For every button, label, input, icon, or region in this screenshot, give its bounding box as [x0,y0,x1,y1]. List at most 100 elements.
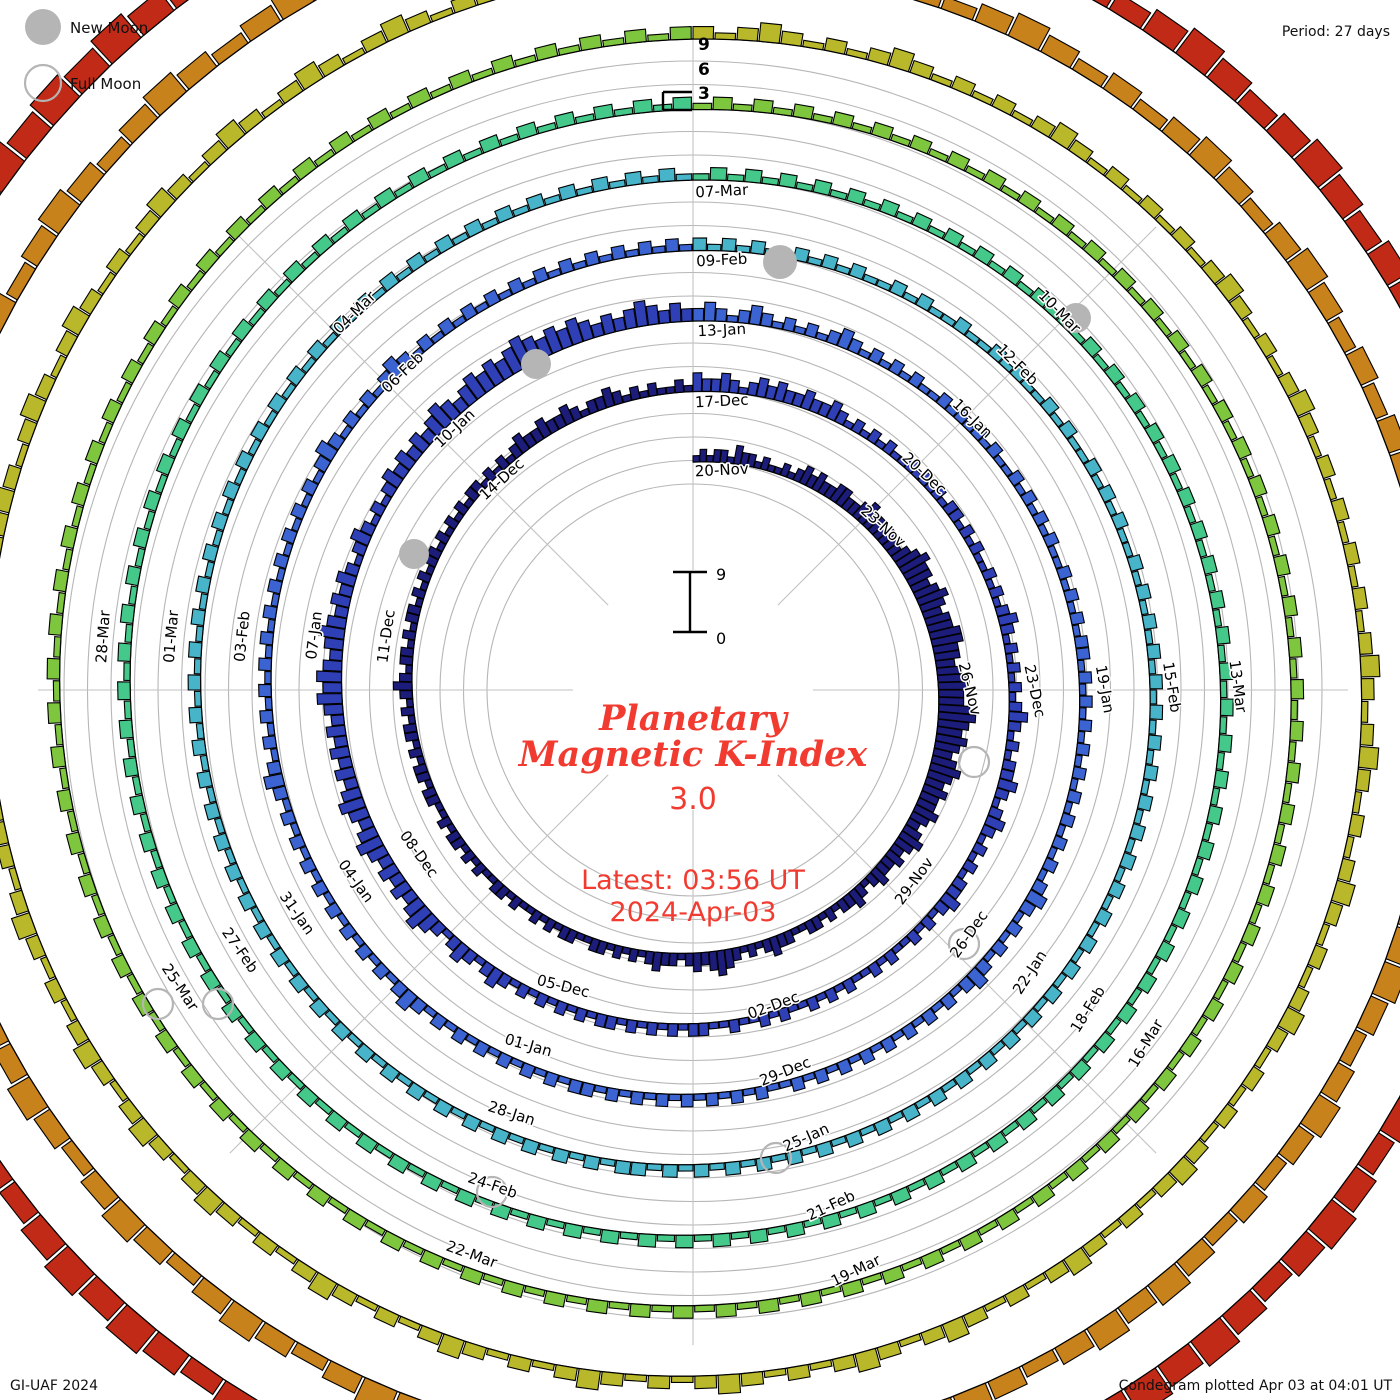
spiral-bar [1147,659,1157,675]
spiral-bar [429,1012,448,1031]
spiral-bar [162,884,177,905]
spiral-bar [880,1035,898,1054]
spiral-bar [1078,718,1093,733]
spiral-bar [0,843,16,870]
spiral-bar [500,1279,525,1299]
spiral-bar [680,1093,694,1108]
spiral-bar [96,136,132,174]
spiral-bar [180,1063,205,1089]
spiral-bar [1202,997,1225,1023]
spiral-bar [593,395,607,412]
spiral-bar [808,398,824,415]
spiral-bar [1126,286,1146,306]
spiral-bar [840,1278,865,1298]
spiral-bar [34,373,57,401]
spiral-bar [116,381,133,404]
spiral-bar [228,1112,249,1133]
spiral-bar [434,529,451,545]
spiral-bar [647,33,670,42]
spiral-bar [456,384,478,407]
spiral-bar [1104,500,1118,517]
spiral-bar [666,1023,679,1037]
spiral-bar [643,1092,657,1101]
spiral-bar [723,948,735,970]
spiral-bar [728,1018,741,1034]
spiral-bar [940,0,978,21]
spiral-bar [1397,914,1400,925]
date-tick-label: 28-Jan [486,1097,538,1129]
spiral-bar [443,514,460,531]
spiral-bar [790,1075,806,1093]
spiral-bar [806,255,823,267]
spiral-bar [920,1248,945,1270]
spiral-bar [829,902,841,913]
spiral-bar [833,982,846,994]
spiral-bar [905,928,923,946]
spiral-bar [1063,1246,1093,1277]
spiral-bar [529,427,545,444]
spiral-bar [134,547,146,568]
spiral-bar [1289,720,1304,742]
spiral-bar [881,1265,905,1285]
spiral-bar [25,934,47,961]
spiral-bar [951,875,968,892]
spiral-bar [815,991,828,1003]
spiral-bar [321,1360,364,1394]
spiral-bar [132,526,151,549]
spiral-bar [353,553,364,567]
spiral-bar [10,911,38,941]
spiral-bar [1281,595,1299,618]
spiral-bar [646,1163,663,1172]
spiral-bar [1070,946,1085,964]
spiral-bar [705,454,714,463]
spiral-bar [269,1058,292,1082]
spiral-bar [518,1061,536,1080]
spiral-bar [105,247,131,275]
spiral-bar [0,141,26,194]
spiral-bar [598,253,613,264]
spiral-bar [1212,979,1229,1001]
spiral-bar [913,921,926,935]
date-tick-label: 23-Dec [1021,663,1050,719]
spiral-bar [117,642,132,663]
spiral-bar [308,997,330,1019]
spiral-bar [1049,121,1079,150]
spiral-bar [792,103,815,120]
spiral-bar [1078,671,1093,684]
spiral-bar [63,47,111,95]
spiral-bar [1034,206,1055,224]
spiral-bar [1178,890,1192,911]
spiral-bar [761,176,780,186]
spiral-bar [221,498,235,516]
spiral-bar [1199,1121,1220,1143]
spiral-bar [881,439,899,456]
spiral-bar [288,972,309,994]
spiral-bar [736,26,760,42]
spiral-bar [1075,647,1091,661]
spiral-bar [402,1240,425,1256]
spiral-bar [1024,888,1048,911]
spiral-bar [763,1367,787,1379]
spiral-bar [0,799,4,821]
spiral-bar [506,1354,533,1373]
spiral-bar [770,1152,788,1164]
spiral-bar [623,28,647,45]
spiral-bar [496,972,513,990]
spiral-bar [1138,599,1149,616]
spiral-bar [185,403,201,424]
spiral-bar [930,632,964,647]
spiral-bar [957,975,976,994]
spiral-bar [271,1157,297,1182]
spiral-bar [53,635,62,658]
spiral-bar [710,378,722,393]
spiral-bar [1287,985,1310,1013]
spiral-bar [771,320,785,330]
spiral-bar [126,0,175,37]
spiral-bar [779,462,792,478]
spiral-bar [1319,173,1364,220]
spiral-bar [139,812,152,833]
spiral-bar [195,625,204,643]
spiral-bar [43,1245,96,1297]
spiral-bar [181,936,202,959]
spiral-bar [462,147,484,162]
